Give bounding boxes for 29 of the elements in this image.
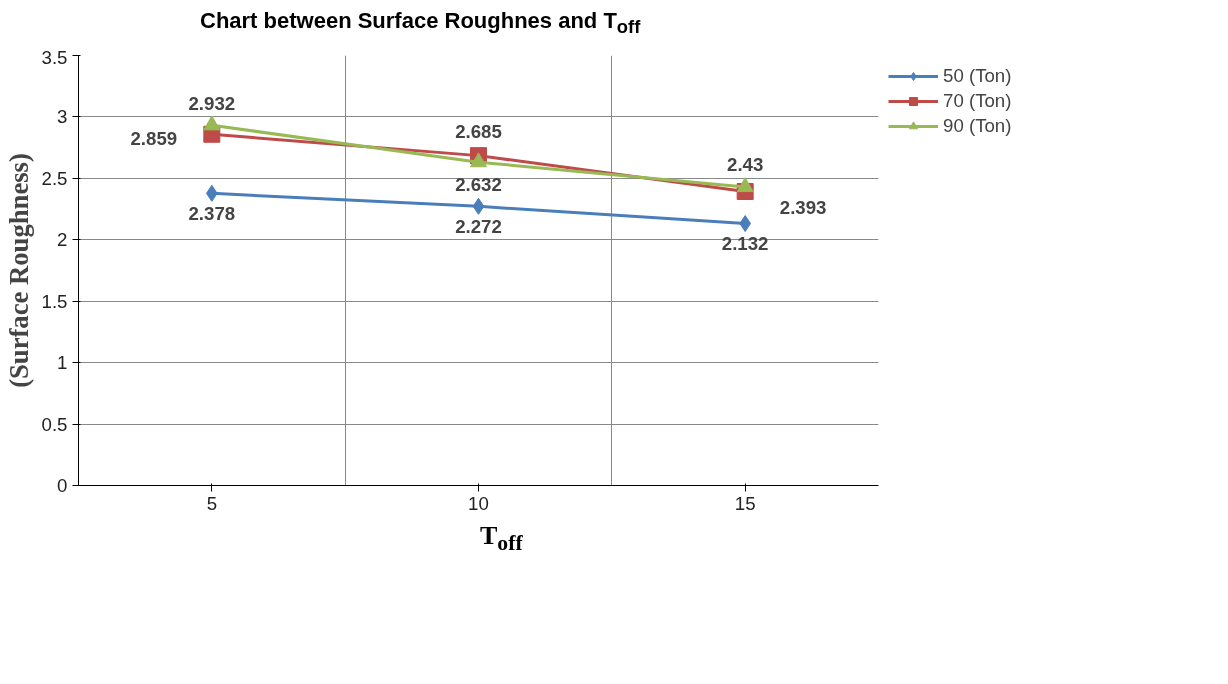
point: [470, 152, 487, 168]
y-axis-title: (Surface Roughness): [3, 153, 34, 388]
point: [472, 197, 485, 215]
point: [203, 115, 221, 131]
x-axis-title: T$_{off}$: [480, 521, 523, 556]
y-tick-label: 1.5: [41, 290, 68, 312]
legend-label: 70 (Ton): [943, 90, 1012, 112]
data-label: 2.632: [455, 173, 502, 195]
x-tick-label: 15: [734, 492, 756, 514]
point: [736, 177, 754, 193]
x-tick-label: 5: [206, 492, 218, 514]
y-tick-label: 3.5: [41, 46, 68, 68]
y-tick-label: 3: [57, 106, 68, 128]
y-tick-label: 0.5: [41, 413, 68, 435]
legend-label: 50 (Ton): [943, 65, 1012, 87]
data-label: 2.378: [188, 202, 236, 224]
y-tick-label: 2.5: [41, 167, 68, 189]
y-tick-label: 1: [57, 352, 68, 374]
data-label: 2.932: [188, 92, 236, 114]
legend-label: 90 (Ton): [943, 115, 1012, 137]
y-tick-label: 0: [57, 475, 68, 496]
data-label: 2.859: [130, 127, 178, 149]
y-tick-label: 2: [57, 229, 68, 251]
data-label: 2.272: [455, 215, 502, 237]
x-tick-label: 10: [468, 492, 489, 514]
chart-title: Chart between Surface Roughnes and T$_{off}$: [200, 8, 641, 38]
data-label: 2.685: [455, 121, 502, 143]
data-label: 2.393: [779, 197, 827, 218]
data-label: 2.43: [727, 154, 764, 176]
